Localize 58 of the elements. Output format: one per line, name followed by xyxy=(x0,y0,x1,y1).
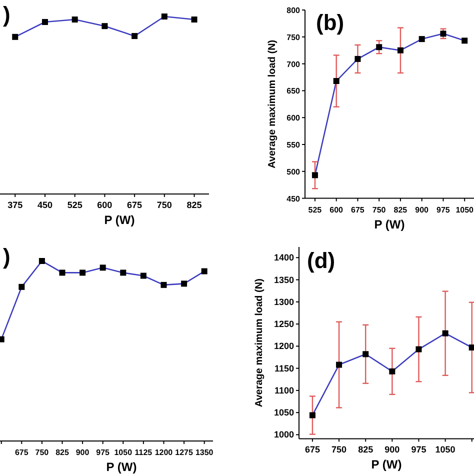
x-tick-label: 750 xyxy=(35,448,50,457)
x-tick-label: 1275 xyxy=(175,448,194,457)
x-tick-label: 900 xyxy=(76,448,90,457)
x-tick-label: 600 xyxy=(97,200,112,210)
y-tick-label: 650 xyxy=(286,86,301,96)
x-tick-label: 525 xyxy=(308,205,322,214)
x-axis-title: P (W) xyxy=(374,217,405,232)
x-tick-label: 750 xyxy=(372,205,386,214)
y-axis-title: Average maximum load (N) xyxy=(267,40,278,168)
x-axis-title: P (W) xyxy=(371,458,402,472)
chart-title: ) xyxy=(3,244,10,269)
chart-title: (d) xyxy=(307,248,336,273)
x-tick-label: 825 xyxy=(358,444,374,455)
y-tick-label: 1300 xyxy=(274,296,294,307)
y-tick-label: 1400 xyxy=(274,252,294,263)
x-axis-title: P (W) xyxy=(104,213,135,227)
x-tick-label: 525 xyxy=(67,200,82,210)
y-tick-label: 500 xyxy=(286,167,301,176)
y-tick-label: 1000 xyxy=(274,430,294,440)
y-tick-label: 700 xyxy=(286,60,301,69)
chart-title: ) xyxy=(3,2,10,27)
y-tick-label: 1250 xyxy=(274,319,294,330)
x-tick-label: 375 xyxy=(8,200,23,210)
y-tick-label: 750 xyxy=(286,32,301,42)
y-tick-label: 550 xyxy=(286,140,301,150)
x-tick-label: 825 xyxy=(186,200,202,210)
x-tick-label: 1350 xyxy=(195,448,214,457)
x-tick-label: 900 xyxy=(384,444,400,455)
y-axis-title: Average maximum load (N) xyxy=(254,278,265,408)
x-tick-label: 600 xyxy=(330,205,344,214)
x-tick-label: 750 xyxy=(332,444,347,455)
x-tick-label: 675 xyxy=(304,444,320,455)
y-tick-label: 1100 xyxy=(274,385,294,396)
y-tick-label: 1150 xyxy=(274,363,294,374)
y-tick-label: 1050 xyxy=(274,408,294,418)
x-tick-label: 450 xyxy=(37,200,52,210)
x-tick-label: 675 xyxy=(14,448,29,457)
x-tick-label: 1050 xyxy=(435,444,456,455)
y-tick-label: 1350 xyxy=(274,274,294,285)
x-tick-label: 675 xyxy=(351,205,365,214)
x-tick-label: 1200 xyxy=(154,448,174,457)
x-tick-label: 1050 xyxy=(456,205,474,214)
x-tick-label: 1125 xyxy=(134,448,153,457)
x-tick-label: 975 xyxy=(436,205,450,214)
y-tick-label: 450 xyxy=(286,194,301,204)
x-tick-label: 825 xyxy=(394,205,408,214)
x-tick-label: 975 xyxy=(411,444,426,455)
x-tick-label: 675 xyxy=(127,200,142,210)
x-tick-label: 825 xyxy=(56,448,70,457)
x-tick-label: 750 xyxy=(156,200,172,210)
x-axis-title: P (W) xyxy=(106,460,137,474)
x-tick-label: 900 xyxy=(415,205,430,214)
y-tick-label: 600 xyxy=(286,114,301,123)
y-tick-label: 1200 xyxy=(274,341,294,352)
chart-title: (b) xyxy=(316,10,344,35)
y-tick-label: 800 xyxy=(286,6,301,15)
x-tick-label: 1050 xyxy=(114,448,133,457)
x-tick-label: 975 xyxy=(96,448,110,457)
